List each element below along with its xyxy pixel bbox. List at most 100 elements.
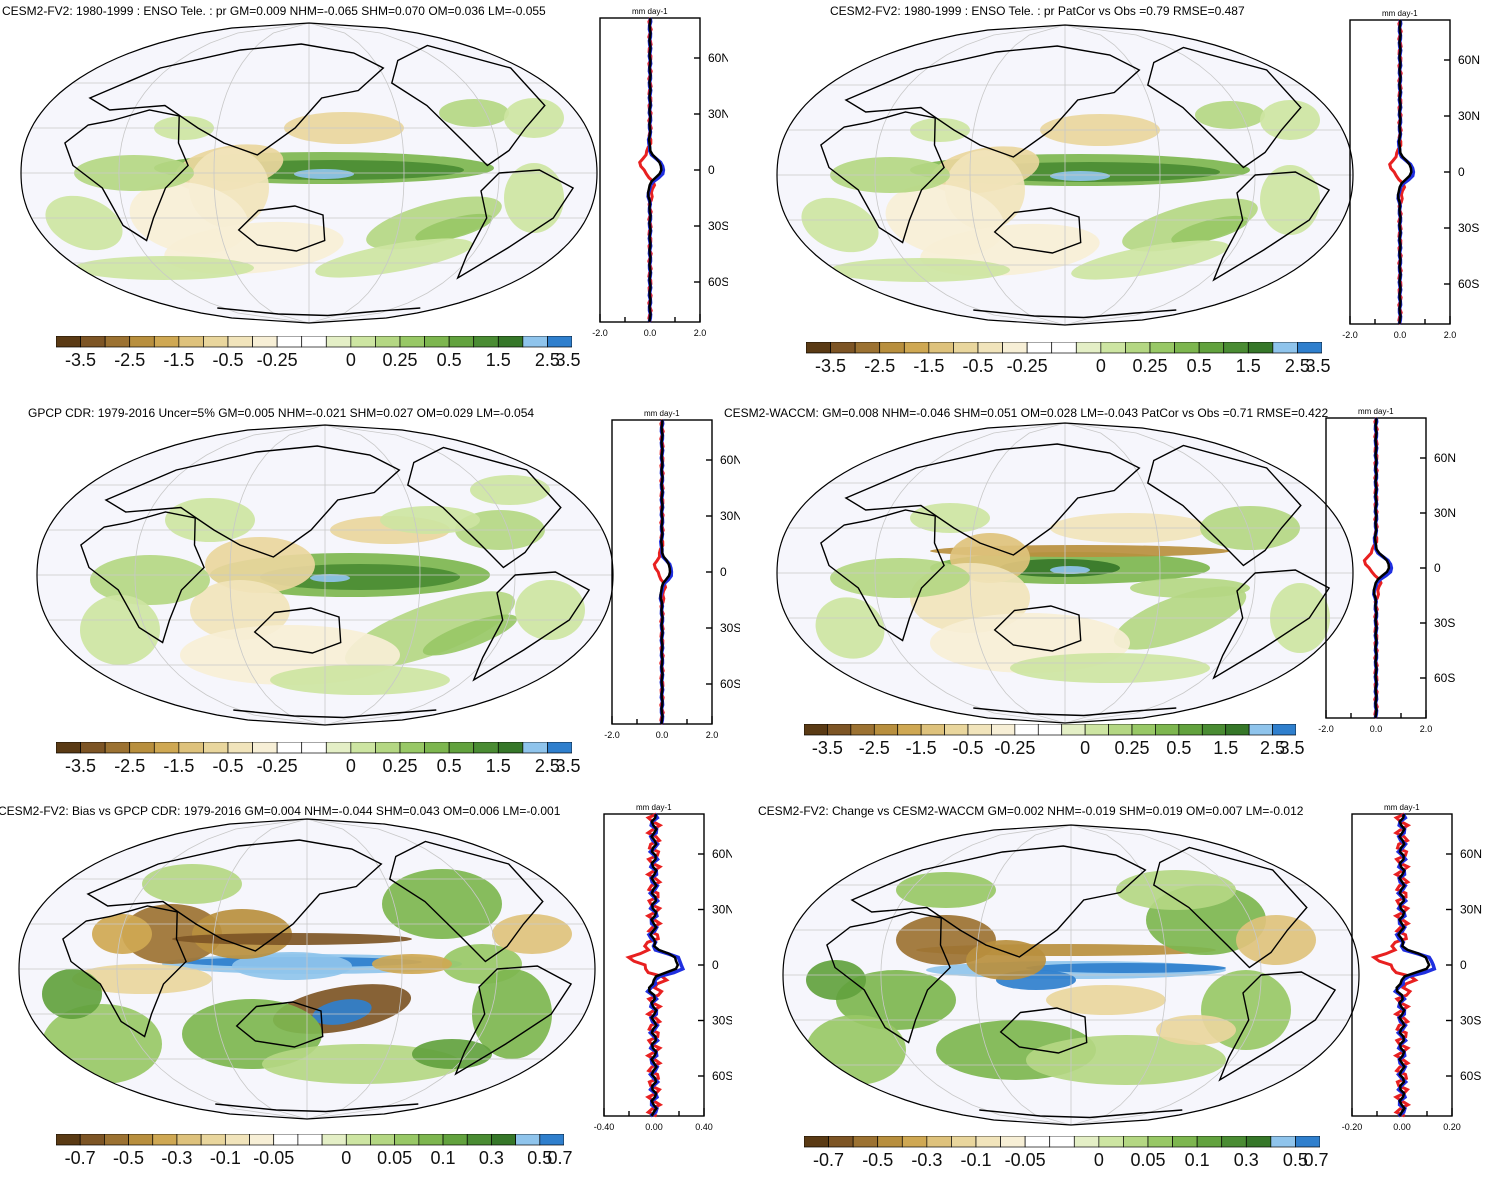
colorbar-label: -2.5 <box>114 350 146 370</box>
colorbar-swatch <box>56 1134 81 1146</box>
colorbar-label: 0.5 <box>436 756 462 776</box>
colorbar-swatch <box>128 1134 154 1146</box>
colorbar-swatch <box>1272 342 1298 354</box>
profile-xtick-label: 0.0 <box>1370 724 1383 734</box>
robinson-map <box>776 24 1354 326</box>
colorbar-swatch <box>176 1134 202 1146</box>
colorbar-swatch <box>350 742 376 754</box>
profile-ytick-label: 60N <box>1434 451 1456 465</box>
colorbar-label: 0.3 <box>478 1148 504 1168</box>
colorbar-swatch <box>1247 342 1274 354</box>
zonal-mean-profile: 60N 30N 0 30S 60S -2.0 0.0 2.0 mm day-1 <box>1342 9 1480 340</box>
profile-xtick-label: 0.20 <box>1443 1122 1461 1132</box>
colorbar-swatch <box>56 336 81 348</box>
colorbar-label: 0.3 <box>1233 1150 1259 1170</box>
colorbar-swatch <box>345 1134 371 1146</box>
profile-xtick-label: 0.0 <box>1394 330 1407 340</box>
colorbar-label: 1.5 <box>485 756 511 776</box>
profile-xtick-label: 0.0 <box>656 730 669 740</box>
anomaly-field <box>801 100 1320 282</box>
colorbar-swatch <box>249 1134 275 1146</box>
colorbar-label: 0.5 <box>1282 1150 1308 1170</box>
colorbar-swatch <box>951 1136 977 1148</box>
robinson-map <box>776 422 1354 724</box>
colorbar-swatch <box>1272 724 1296 736</box>
profile-ytick-label: 30S <box>1460 1014 1481 1028</box>
colorbar-swatch <box>854 342 881 354</box>
colorbar-swatch <box>252 336 278 348</box>
colorbar-swatch <box>1198 342 1225 354</box>
robinson-map <box>36 424 614 726</box>
colorbar-swatch <box>1037 724 1063 736</box>
profile-xtick-label: -0.40 <box>594 1122 615 1132</box>
map-border <box>776 24 1354 326</box>
colorbar-label: 1.5 <box>1235 356 1261 376</box>
profile-ytick-label: 60S <box>1460 1069 1481 1083</box>
colorbar-swatch <box>375 742 401 754</box>
colorbar-swatch <box>497 742 524 754</box>
profile-ytick-label: 60N <box>720 453 740 467</box>
colorbar-label: -0.25 <box>1006 356 1048 376</box>
profile-ytick-label: 60N <box>708 51 728 65</box>
colorbar-label: -0.5 <box>952 738 984 758</box>
zonal-mean-profile: 60N 30N 0 30S 60S -2.0 0.0 2.0 mm day-1 <box>604 409 740 740</box>
colorbar-swatch <box>1178 724 1203 736</box>
colorbar-swatch <box>424 336 450 348</box>
colorbar-swatch <box>1108 724 1133 736</box>
profile-ytick-label: 0 <box>708 163 715 177</box>
colorbar-swatch <box>276 742 303 754</box>
colorbar-label: -2.5 <box>114 756 146 776</box>
colorbar-label: 3.5 <box>1305 356 1331 376</box>
colorbar-label: -0.1 <box>960 1150 992 1170</box>
colorbar-swatch <box>129 336 155 348</box>
profile-ytick-label: 30N <box>708 107 728 121</box>
colorbar-swatch <box>1147 1136 1173 1148</box>
profile-ytick-label: 30N <box>712 903 732 917</box>
colorbar-swatch <box>227 742 253 754</box>
colorbar-swatch <box>901 1136 928 1148</box>
map-border <box>18 818 596 1120</box>
colorbar-swatch <box>466 1134 492 1146</box>
profile-ytick-label: 30N <box>1458 109 1480 123</box>
panel-model-fv2: CESM2-FV2: 1980-1999 : ENSO Tele. : pr G… <box>0 0 750 390</box>
profile-xtick-label: 0.00 <box>1393 1122 1411 1132</box>
panel-title: CESM2-FV2: 1980-1999 : ENSO Tele. : pr P… <box>830 4 1245 18</box>
profile-ytick-label: 0 <box>720 565 727 579</box>
colorbar-swatch <box>967 724 992 736</box>
map-border <box>20 22 598 324</box>
profile-curve <box>625 812 670 1118</box>
colorbar-swatch <box>1026 342 1053 354</box>
panel-model-fv2-patcor: CESM2-FV2: 1980-1999 : ENSO Tele. : pr P… <box>750 0 1500 390</box>
profile-xtick-label: -2.0 <box>604 730 620 740</box>
zonal-mean-profile: 60N 30N 0 30S 60S -2.0 0.0 2.0 mm day-1 <box>1318 407 1456 734</box>
profile-ytick-label: 30N <box>1434 506 1456 520</box>
colorbar-label: -0.7 <box>813 1150 845 1170</box>
colorbar-swatch <box>928 342 954 354</box>
colorbar-swatch <box>1297 342 1322 354</box>
colorbar-label: 0 <box>345 350 356 370</box>
colorbar-label: -0.25 <box>256 756 298 776</box>
colorbar-swatch <box>1123 1136 1149 1148</box>
colorbar-swatch <box>547 336 572 348</box>
profile-curve <box>647 813 680 1117</box>
profile-curve <box>1370 812 1419 1118</box>
panel-title: CESM2-FV2: Change vs CESM2-WACCM GM=0.00… <box>758 804 1304 818</box>
colorbar-swatch <box>879 342 905 354</box>
profile-ytick-label: 60S <box>720 677 740 691</box>
colorbar-label: 0.5 <box>1186 356 1212 376</box>
colorbar-label: -3.5 <box>65 350 97 370</box>
profile-ytick-label: 60S <box>708 275 728 289</box>
colorbar-label: -0.7 <box>64 1148 96 1168</box>
colorbar-label: 0.1 <box>1184 1150 1210 1170</box>
colorbar-swatch <box>224 1134 250 1146</box>
profile-xtick-label: -0.20 <box>1342 1122 1363 1132</box>
colorbar-label: -1.5 <box>913 356 945 376</box>
colorbar-swatch <box>873 724 899 736</box>
colorbar-label: 0 <box>1080 738 1091 758</box>
colorbar-swatch <box>227 336 253 348</box>
coastlines <box>80 445 591 719</box>
colorbar-swatch <box>828 1136 854 1148</box>
colorbar-label: 2.5 <box>1284 356 1310 376</box>
colorbar-swatch <box>325 336 352 348</box>
colorbar-swatch <box>903 342 930 354</box>
